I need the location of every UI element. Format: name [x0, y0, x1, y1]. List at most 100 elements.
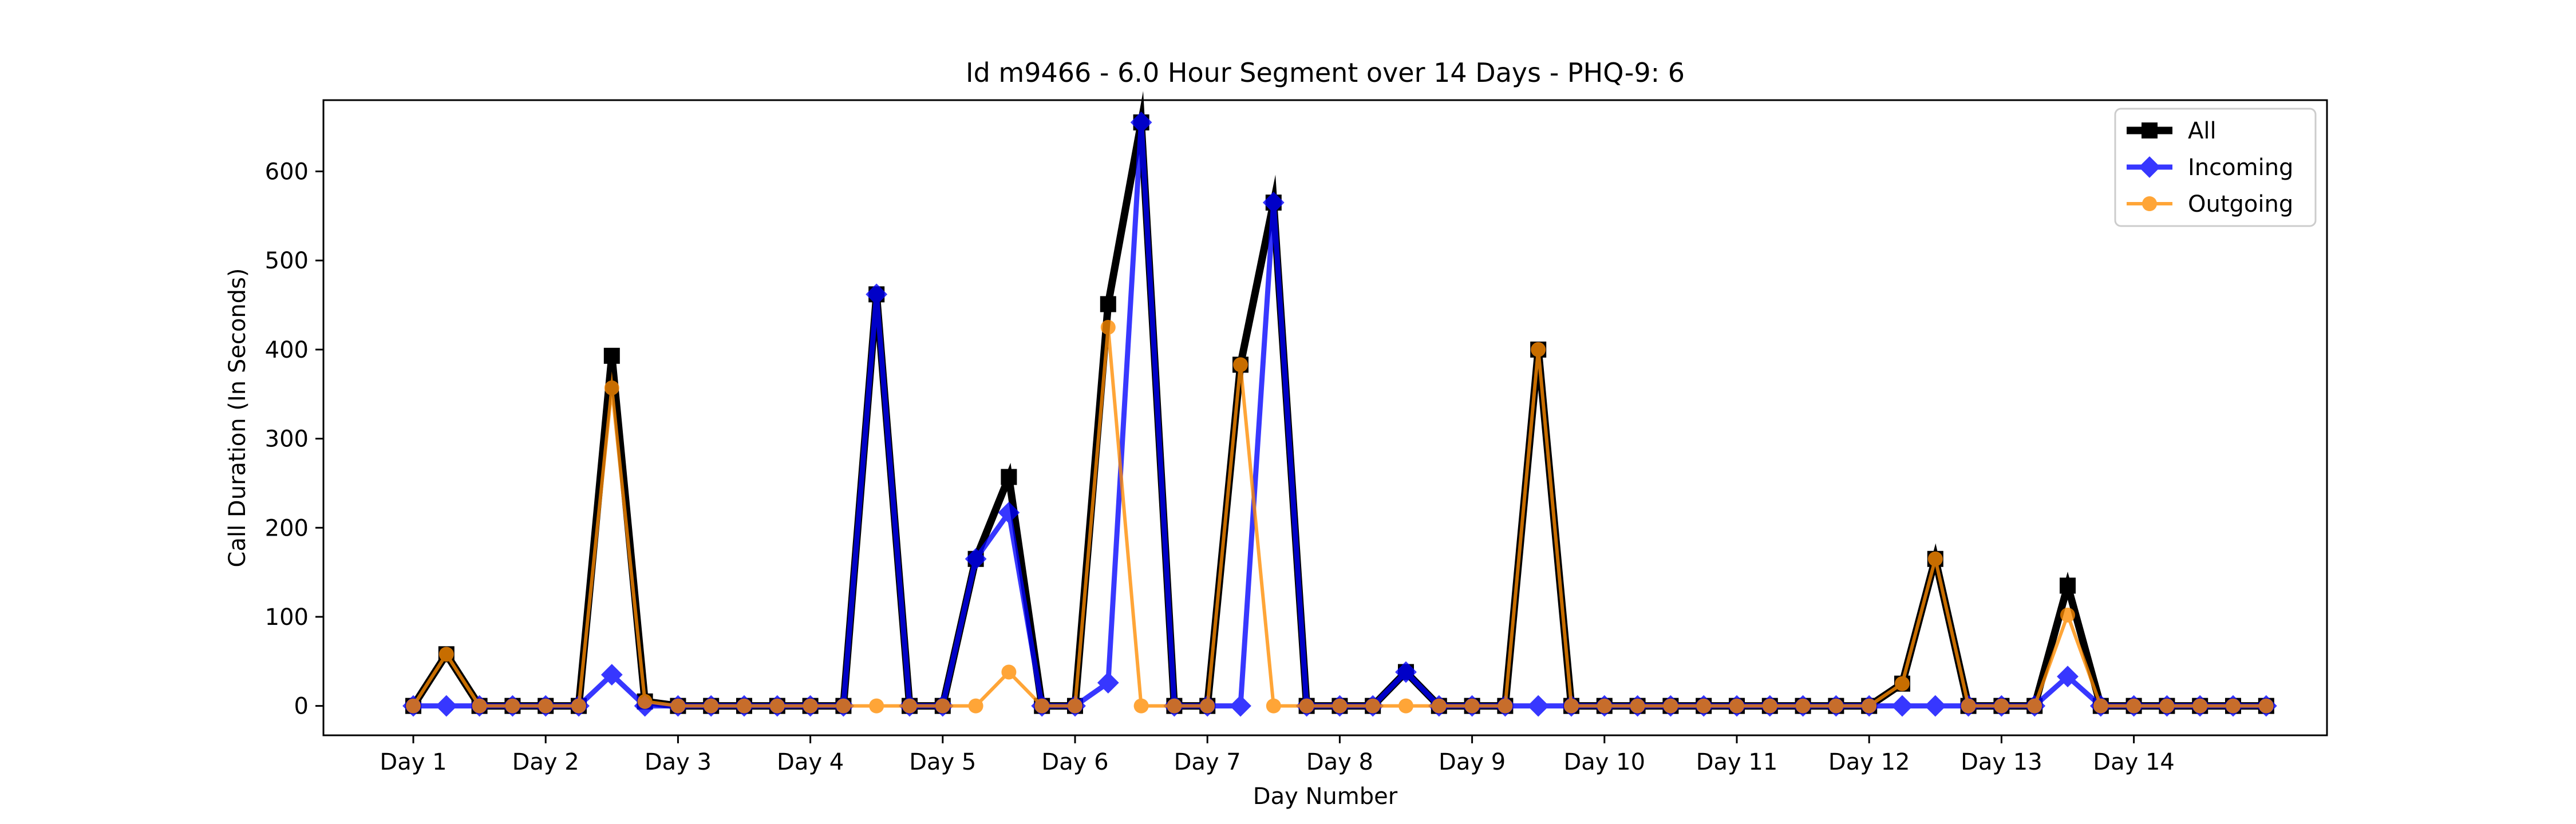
data-point	[1230, 695, 1251, 717]
data-point	[2027, 698, 2042, 714]
data-point	[2258, 698, 2274, 714]
data-point	[1398, 698, 1413, 714]
data-point	[1862, 698, 1877, 714]
y-tick-label: 600	[265, 159, 309, 185]
data-point	[1895, 676, 1910, 691]
data-point	[1762, 698, 1777, 714]
data-point	[1564, 698, 1579, 714]
data-point	[1233, 357, 1248, 373]
data-point	[2142, 122, 2158, 138]
x-tick-label: Day 4	[777, 749, 844, 775]
data-point	[968, 698, 983, 714]
data-point	[1200, 698, 1215, 714]
data-point	[1498, 698, 1513, 714]
data-point	[2139, 156, 2160, 178]
plot-frame	[322, 99, 2328, 736]
data-point	[538, 698, 554, 714]
data-point	[769, 698, 785, 714]
y-tick-label: 300	[265, 426, 309, 453]
data-point	[1891, 695, 1913, 717]
data-point	[704, 698, 719, 714]
y-tick-label: 100	[265, 604, 309, 631]
x-tick-label: Day 10	[1563, 749, 1645, 775]
data-point	[637, 694, 653, 709]
data-point	[737, 698, 752, 714]
data-point	[1299, 698, 1314, 714]
x-tick-label: Day 9	[1439, 749, 1506, 775]
data-point	[1927, 551, 1943, 566]
data-point	[1365, 698, 1381, 714]
x-tick-label: Day 11	[1696, 749, 1778, 775]
data-point	[935, 698, 950, 714]
data-point	[571, 698, 586, 714]
marks-layer	[402, 90, 2277, 717]
legend-label: All	[2188, 118, 2217, 144]
data-point	[438, 647, 454, 662]
x-tick-label: Day 1	[380, 749, 447, 775]
data-point	[2142, 196, 2157, 211]
data-point	[836, 698, 851, 714]
data-point	[2060, 607, 2075, 623]
data-point	[1431, 698, 1447, 714]
data-point	[1994, 698, 2009, 714]
legend-entry	[2127, 156, 2172, 178]
x-tick-label: Day 7	[1174, 749, 1241, 775]
y-tick-label: 500	[265, 248, 309, 274]
data-point	[1696, 698, 1712, 714]
x-tick-label: Day 2	[512, 749, 579, 775]
data-point	[1663, 698, 1678, 714]
y-tick-label: 0	[294, 694, 309, 720]
data-point	[2093, 698, 2108, 714]
legend-label: Incoming	[2188, 154, 2293, 181]
data-point	[2226, 698, 2241, 714]
legend-box	[2114, 108, 2317, 227]
data-point	[604, 380, 619, 395]
data-point	[1527, 695, 1550, 717]
data-point	[1130, 112, 1152, 133]
data-point	[1167, 698, 1182, 714]
data-point	[866, 283, 888, 306]
chart-title: Id m9466 - 6.0 Hour Segment over 14 Days…	[966, 57, 1685, 88]
data-point	[965, 548, 987, 570]
x-tick-label: Day 14	[2093, 749, 2175, 775]
data-point	[1795, 698, 1811, 714]
x-tick-label: Day 5	[909, 749, 976, 775]
legend: All Incoming Outgoing	[2114, 108, 2317, 227]
data-point	[1924, 695, 1946, 717]
data-point	[803, 698, 818, 714]
data-point	[1828, 698, 1844, 714]
data-point	[2060, 577, 2076, 594]
data-point	[1133, 698, 1149, 714]
data-point	[505, 698, 520, 714]
y-tick-label: 200	[265, 515, 309, 541]
series-outgoing	[406, 319, 2274, 714]
data-point	[1961, 698, 1976, 714]
data-point	[1001, 469, 1017, 485]
data-point	[1262, 192, 1285, 213]
data-point	[2057, 665, 2079, 688]
data-point	[1464, 698, 1480, 714]
data-point	[406, 698, 421, 714]
data-point	[600, 664, 623, 686]
data-point	[869, 698, 884, 714]
data-point	[1100, 319, 1116, 335]
data-point	[1395, 661, 1417, 683]
x-tick-label: Day 12	[1828, 749, 1910, 775]
data-point	[1729, 698, 1744, 714]
axes-layer: 0 100 200 300 400 500 600 Day 1 Day 2 Day 3 Day 4 D…	[265, 159, 2175, 775]
data-point	[1531, 342, 1546, 357]
x-tick-label: Day 3	[645, 749, 712, 775]
legend-entry	[2127, 122, 2172, 138]
legend-items: All Incoming Outgoing	[2127, 118, 2293, 217]
data-point	[1001, 664, 1017, 680]
data-point	[1034, 698, 1050, 714]
data-point	[1332, 698, 1348, 714]
data-point	[2126, 698, 2142, 714]
x-tick-label: Day 6	[1041, 749, 1108, 775]
x-tick-label: Day 8	[1306, 749, 1373, 775]
data-point	[1100, 296, 1116, 312]
y-tick-label: 400	[265, 337, 309, 363]
legend-label: Outgoing	[2188, 191, 2293, 217]
